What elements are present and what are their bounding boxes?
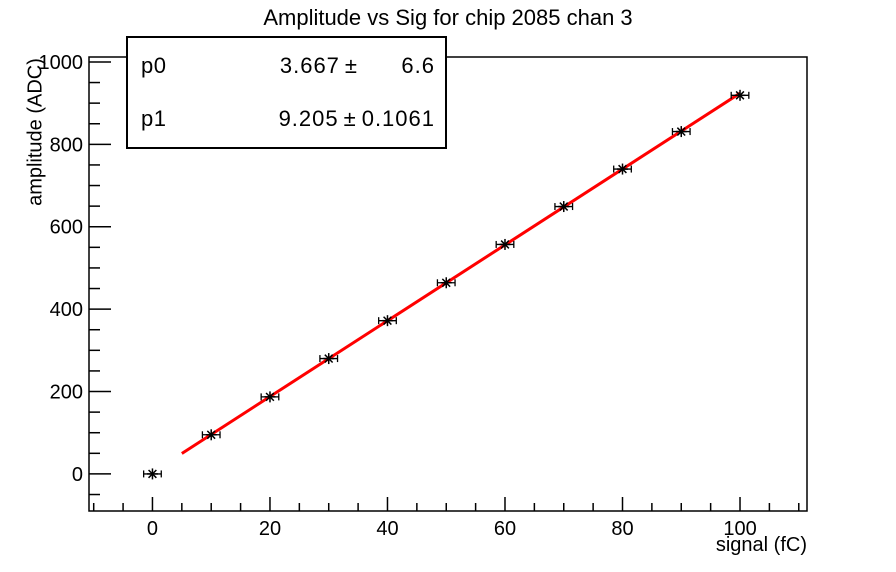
- stat-p0-label: p0: [141, 53, 167, 79]
- axes-frame: [88, 56, 808, 512]
- stat-p0-value: 3.667 ±6.6: [279, 53, 435, 79]
- stat-p1-value: 9.205 ±0.1061: [278, 105, 435, 131]
- tick-label: 800: [50, 134, 83, 156]
- y-axis-title: amplitude (ADC): [24, 58, 47, 206]
- tick-label: 80: [611, 518, 633, 540]
- tick-label: 600: [50, 217, 83, 239]
- plus-minus-symbol: ±: [343, 105, 357, 131]
- chart-title: Amplitude vs Sig for chip 2085 chan 3: [263, 5, 633, 30]
- fit-line: [181, 91, 741, 455]
- x-axis-ticks: 0 20 40 60 80 100: [92, 497, 800, 540]
- x-axis-title: signal (fC): [715, 534, 807, 556]
- tick-label: 0: [147, 518, 158, 540]
- tick-label: 0: [72, 464, 83, 486]
- data-points: [142, 89, 750, 480]
- tick-label: 100: [723, 518, 756, 540]
- tick-label: 20: [259, 518, 281, 540]
- tick-label: 40: [376, 518, 398, 540]
- stats-row-p0: p0 3.667 ±6.6: [141, 53, 435, 79]
- y-axis-ticks: 0 200 400 600 800 1000: [39, 52, 111, 496]
- tick-label: 60: [494, 518, 516, 540]
- plus-minus-symbol: ±: [344, 53, 358, 79]
- stat-p1-label: p1: [141, 105, 167, 131]
- stats-box: p0 3.667 ±6.6 p1 9.205 ±0.1061: [126, 36, 447, 149]
- tick-label: 400: [50, 299, 83, 321]
- tick-label: 200: [50, 382, 83, 404]
- stats-row-p1: p1 9.205 ±0.1061: [141, 106, 435, 132]
- tick-label: 1000: [39, 52, 84, 74]
